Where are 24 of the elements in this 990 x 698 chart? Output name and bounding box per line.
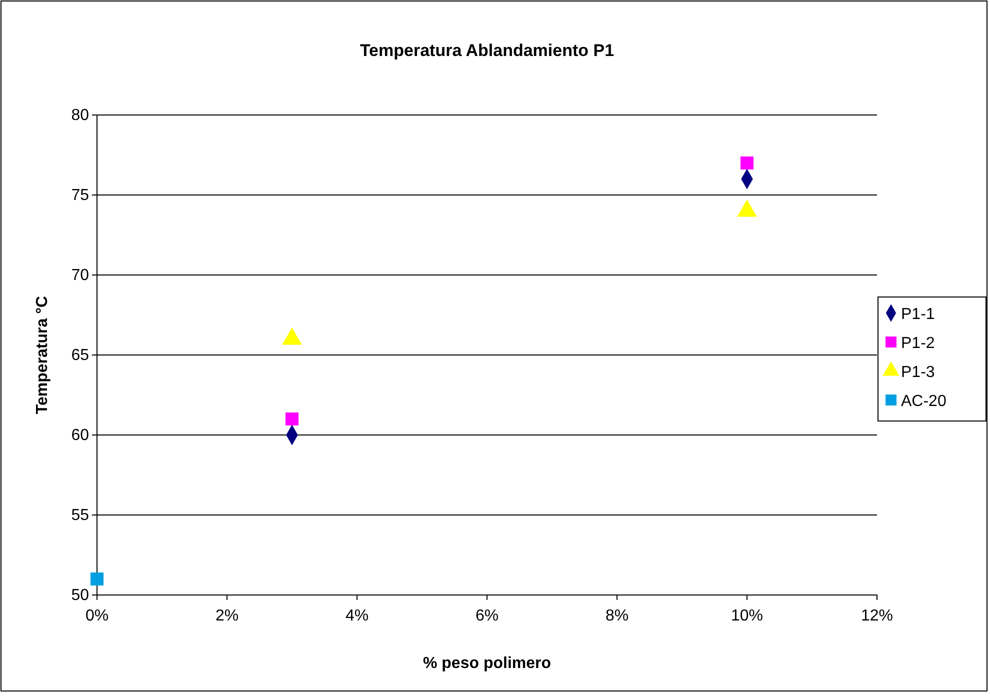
x-tick-label: 10% (730, 608, 764, 625)
legend-label: P1-3 (901, 364, 935, 381)
y-tick-label: 80 (71, 107, 90, 124)
chart-title: Temperatura Ablandamiento P1 (360, 41, 614, 60)
x-tick-label: 6% (475, 608, 499, 625)
y-tick-label: 55 (71, 507, 90, 524)
x-tick-label: 8% (605, 608, 629, 625)
x-tick-label: 2% (215, 608, 239, 625)
point (90, 572, 104, 586)
x-axis-title: % peso polimero (422, 655, 552, 672)
x-tick-label: 4% (345, 608, 369, 625)
y-tick-label: 65 (71, 347, 90, 364)
y-axis-title: Temperatura °C (34, 295, 51, 414)
point (285, 412, 299, 426)
point (740, 156, 754, 170)
y-tick-label: 50 (71, 587, 90, 604)
x-tick-label: 12% (860, 608, 894, 625)
y-tick-label: 70 (71, 267, 90, 284)
y-tick-label: 60 (71, 427, 90, 444)
legend-label: P1-2 (901, 335, 935, 352)
legend-label: AC-20 (901, 393, 946, 410)
legend-label: P1-1 (901, 306, 935, 323)
y-tick-label: 75 (71, 187, 90, 204)
x-tick-label: 0% (85, 608, 109, 625)
